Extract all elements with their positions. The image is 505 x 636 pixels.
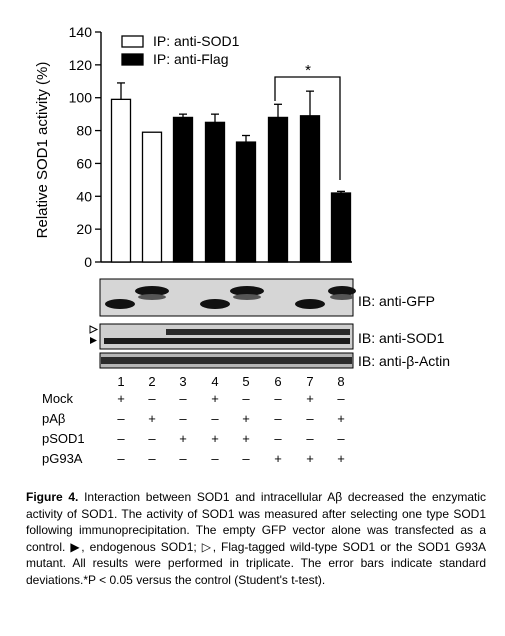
- lane-number: 5: [242, 374, 249, 389]
- treatment-sign: +: [211, 391, 219, 406]
- bar-lane-4: [204, 121, 226, 263]
- treatment-label: pSOD1: [42, 431, 85, 446]
- treatment-sign: –: [179, 391, 187, 406]
- treatment-sign: +: [337, 451, 345, 466]
- treatment-sign: +: [274, 451, 282, 466]
- treatment-sign: –: [306, 411, 314, 426]
- caption-label: Figure 4.: [26, 490, 79, 504]
- treatment-sign: –: [117, 431, 125, 446]
- treatment-sign: –: [337, 431, 345, 446]
- treatment-sign: –: [211, 411, 219, 426]
- lane-number: 6: [274, 374, 281, 389]
- y-ticks: 0 20 40 60 80 100 120 140: [69, 24, 101, 270]
- lane-number: 1: [117, 374, 124, 389]
- blot-anti-sod1: [89, 323, 354, 350]
- treatment-sign: –: [306, 431, 314, 446]
- treatment-sign: +: [179, 431, 187, 446]
- treatment-sign: –: [274, 431, 282, 446]
- treatment-sign: –: [211, 451, 219, 466]
- legend-label-anti-sod1: IP: anti-SOD1: [153, 33, 240, 49]
- bar-lane-3: [172, 116, 194, 263]
- treatment-sign: –: [148, 451, 156, 466]
- treatment-sign: +: [306, 451, 314, 466]
- treatment-sign: –: [242, 391, 250, 406]
- legend-swatch-anti-sod1: [121, 35, 144, 48]
- blot-label-anti-gfp: IB: anti-GFP: [358, 293, 435, 309]
- significance-bracket: *: [274, 62, 341, 180]
- y-tick-label: 60: [76, 155, 92, 171]
- treatment-sign: –: [148, 431, 156, 446]
- bar-lane-1: [110, 98, 132, 263]
- lane-number: 4: [211, 374, 218, 389]
- treatment-label: Mock: [42, 391, 74, 406]
- legend-swatch-anti-flag: [121, 53, 144, 66]
- y-axis-title: Relative SOD1 activity (%): [34, 62, 51, 239]
- y-tick-label: 40: [76, 188, 92, 204]
- treatment-sign: –: [242, 451, 250, 466]
- error-bars: [117, 82, 345, 193]
- treatment-matrix: Mock + – – + – – + – pAβ – + – – + – – + pSOD1 – – + + + – – – pG93…: [42, 391, 345, 466]
- blot-label-anti-beta-actin: IB: anti-β-Actin: [358, 353, 450, 369]
- treatment-sign: +: [117, 391, 125, 406]
- blot-label-anti-sod1: IB: anti-SOD1: [358, 330, 445, 346]
- treatment-sign: –: [337, 391, 345, 406]
- bars: [110, 98, 352, 263]
- treatment-sign: –: [179, 451, 187, 466]
- significance-star: *: [305, 62, 311, 79]
- bar-lane-7: [299, 115, 321, 263]
- treatment-sign: +: [337, 411, 345, 426]
- treatment-sign: +: [242, 411, 250, 426]
- y-tick-label: 140: [69, 24, 93, 40]
- legend: IP: anti-SOD1 IP: anti-Flag: [121, 33, 240, 67]
- blot-anti-beta-actin: [99, 352, 354, 369]
- treatment-sign: –: [117, 411, 125, 426]
- treatment-sign: –: [148, 391, 156, 406]
- treatment-sign: –: [274, 391, 282, 406]
- treatment-sign: +: [306, 391, 314, 406]
- y-tick-label: 0: [84, 254, 92, 270]
- caption-text: Interaction between SOD1 and intracellul…: [26, 490, 486, 587]
- treatment-label: pAβ: [42, 411, 65, 426]
- bar-lane-8: [330, 192, 352, 263]
- endogenous-marker-icon: [90, 337, 97, 344]
- treatment-sign: –: [179, 411, 187, 426]
- bar-lane-2: [141, 131, 163, 263]
- treatment-sign: +: [242, 431, 250, 446]
- lane-number: 8: [337, 374, 344, 389]
- y-tick-label: 100: [69, 90, 93, 106]
- y-tick-label: 120: [69, 57, 93, 73]
- y-tick-label: 80: [76, 123, 92, 139]
- flag-tagged-marker-icon: [89, 325, 99, 334]
- treatment-sign: +: [148, 411, 156, 426]
- treatment-sign: –: [274, 411, 282, 426]
- blot-anti-gfp: [99, 278, 356, 317]
- lane-number: 3: [179, 374, 186, 389]
- treatment-label: pG93A: [42, 451, 83, 466]
- bar-lane-6: [267, 116, 289, 263]
- lane-numbers: 1 2 3 4 5 6 7 8: [117, 374, 344, 389]
- bar-lane-5: [235, 141, 257, 263]
- treatment-sign: –: [117, 451, 125, 466]
- lane-number: 2: [148, 374, 155, 389]
- y-tick-label: 20: [76, 221, 92, 237]
- treatment-sign: +: [211, 431, 219, 446]
- lane-number: 7: [306, 374, 313, 389]
- figure-caption: Figure 4. Interaction between SOD1 and i…: [26, 489, 486, 588]
- legend-label-anti-flag: IP: anti-Flag: [153, 51, 228, 67]
